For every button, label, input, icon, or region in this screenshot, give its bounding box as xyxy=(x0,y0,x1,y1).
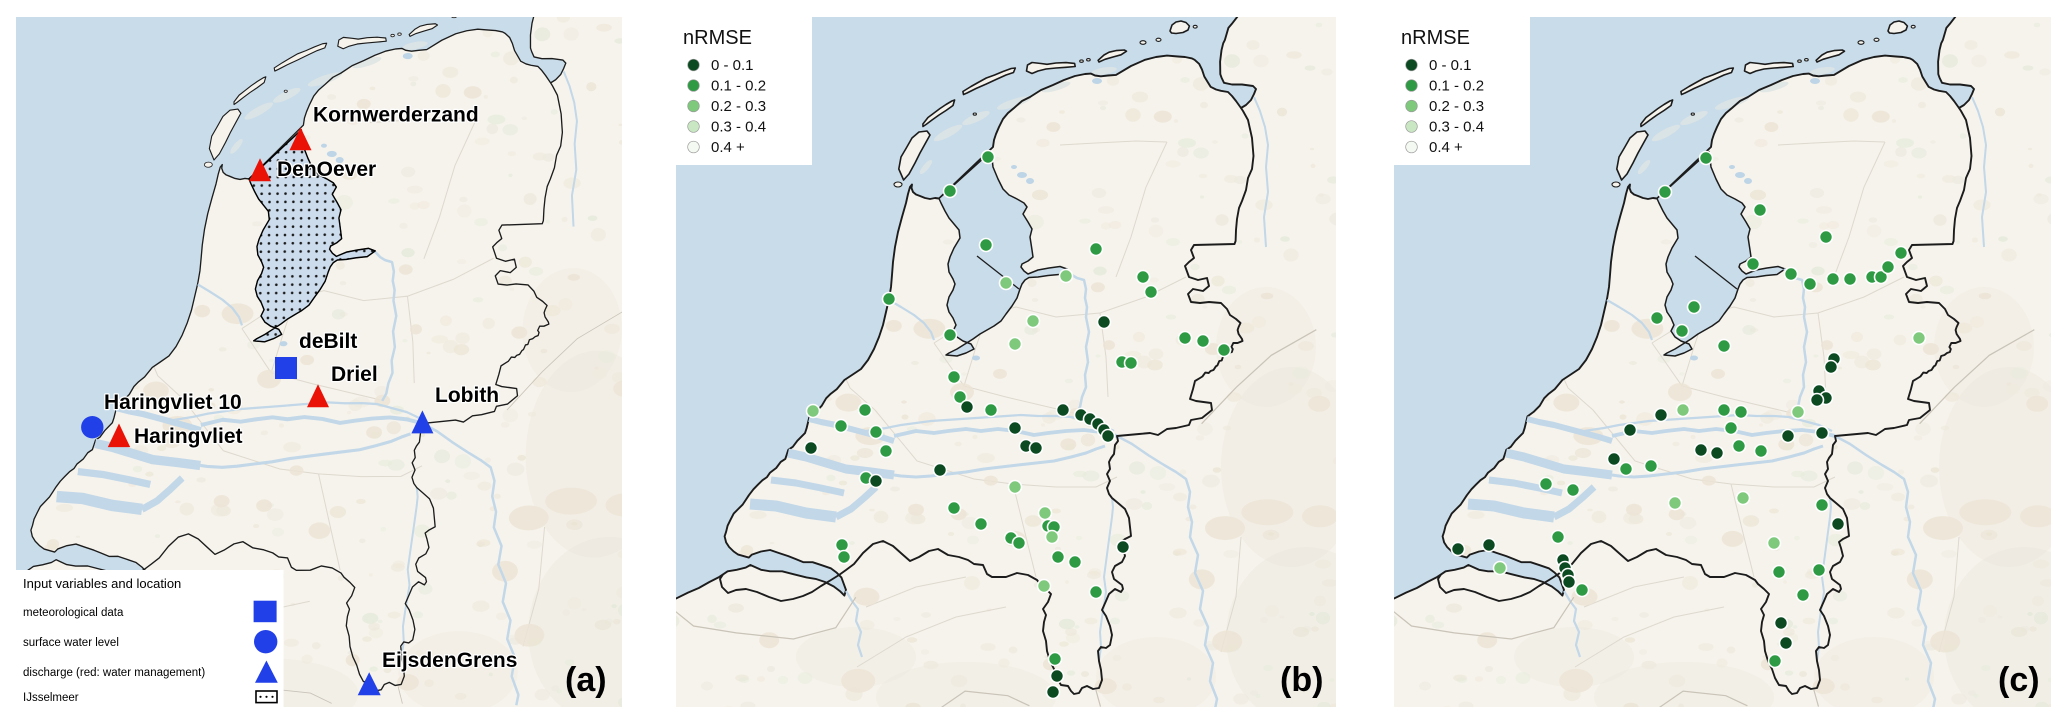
svg-text:0.2 - 0.3: 0.2 - 0.3 xyxy=(1429,98,1484,115)
svg-text:(b): (b) xyxy=(1280,661,1323,699)
svg-text:0.1 - 0.2: 0.1 - 0.2 xyxy=(1429,78,1484,95)
svg-text:Driel: Driel xyxy=(331,363,378,386)
svg-text:Lobith: Lobith xyxy=(435,384,499,407)
svg-text:deBilt: deBilt xyxy=(299,330,357,353)
svg-text:0.4 +: 0.4 + xyxy=(711,139,745,156)
svg-text:(c): (c) xyxy=(1998,661,2040,699)
svg-text:discharge (red: water manageme: discharge (red: water management) xyxy=(23,667,205,679)
svg-text:0 - 0.1: 0 - 0.1 xyxy=(711,57,754,74)
svg-text:DenOever: DenOever xyxy=(277,158,376,181)
svg-text:nRMSE: nRMSE xyxy=(683,27,752,49)
svg-text:0 - 0.1: 0 - 0.1 xyxy=(1429,57,1472,74)
svg-text:(a): (a) xyxy=(565,661,607,699)
svg-text:0.3 - 0.4: 0.3 - 0.4 xyxy=(711,119,766,136)
svg-text:IJsselmeer: IJsselmeer xyxy=(23,692,79,704)
svg-text:meteorological data: meteorological data xyxy=(23,607,124,619)
svg-text:0.1 - 0.2: 0.1 - 0.2 xyxy=(711,78,766,95)
svg-text:0.2 - 0.3: 0.2 - 0.3 xyxy=(711,98,766,115)
svg-text:surface water level: surface water level xyxy=(23,637,119,649)
svg-text:Haringvliet: Haringvliet xyxy=(134,425,243,448)
svg-text:Input variables and location: Input variables and location xyxy=(23,576,181,591)
svg-text:Kornwerderzand: Kornwerderzand xyxy=(313,104,479,127)
svg-text:0.4 +: 0.4 + xyxy=(1429,139,1463,156)
svg-text:0.3 - 0.4: 0.3 - 0.4 xyxy=(1429,119,1484,136)
svg-text:EijsdenGrens: EijsdenGrens xyxy=(382,649,517,672)
svg-text:nRMSE: nRMSE xyxy=(1401,27,1470,49)
svg-text:Haringvliet 10: Haringvliet 10 xyxy=(104,391,242,414)
